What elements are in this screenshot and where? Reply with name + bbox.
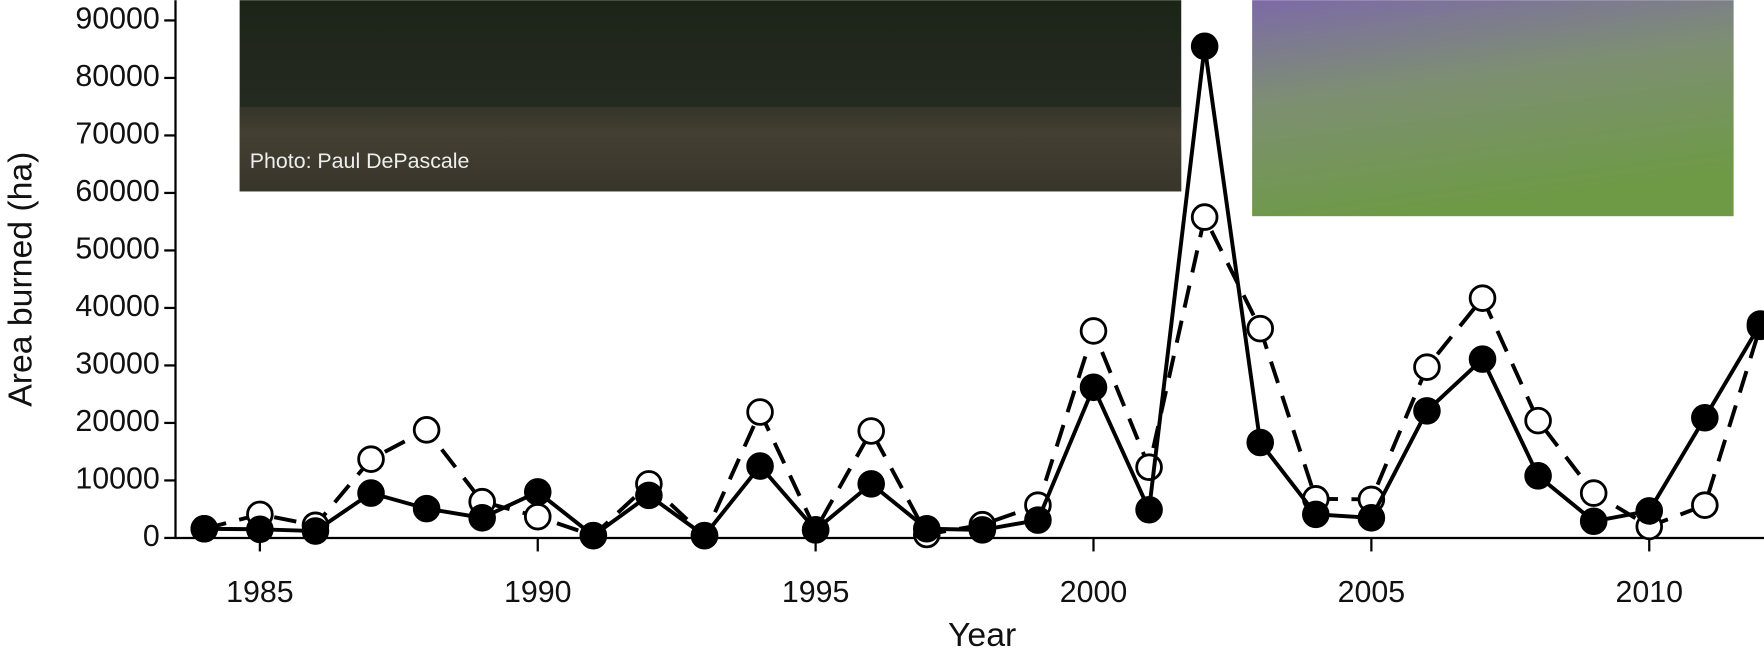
marker [1526, 463, 1551, 488]
marker [1137, 455, 1162, 480]
y-tick-label: 60000 [75, 175, 159, 208]
marker [1470, 286, 1495, 311]
marker [1192, 34, 1217, 59]
series-line [204, 217, 1760, 536]
marker [1748, 312, 1764, 337]
x-tick-label: 2010 [1615, 576, 1683, 609]
marker [1415, 398, 1440, 423]
marker [748, 454, 773, 479]
marker [1137, 497, 1162, 522]
y-tick-label: 80000 [75, 60, 159, 93]
marker [1692, 493, 1717, 518]
marker [414, 417, 439, 442]
marker [748, 400, 773, 425]
marker [1692, 405, 1717, 430]
page: Photo: Paul DePascale Area burned (ha) Y… [0, 0, 1764, 654]
x-tick-label: 2000 [1060, 576, 1128, 609]
marker [1581, 509, 1606, 534]
x-tick-label: 1985 [226, 576, 294, 609]
marker [248, 517, 273, 542]
x-tick-label: 2005 [1338, 576, 1406, 609]
marker [859, 419, 884, 444]
y-tick-label: 30000 [75, 347, 159, 380]
y-tick-label: 10000 [75, 462, 159, 495]
marker [359, 481, 384, 506]
y-tick-label: 90000 [75, 2, 159, 35]
marker [525, 480, 550, 505]
marker [1026, 508, 1051, 533]
marker [1359, 505, 1384, 530]
y-tick-label: 70000 [75, 117, 159, 150]
marker [192, 516, 217, 541]
marker [970, 518, 995, 543]
photo-credit: Photo: Paul DePascale [250, 149, 470, 173]
marker [581, 523, 606, 548]
x-tick-label: 1995 [782, 576, 850, 609]
marker [414, 496, 439, 521]
marker [1637, 499, 1662, 524]
marker [859, 472, 884, 497]
y-tick-label: 20000 [75, 405, 159, 438]
marker [1581, 481, 1606, 506]
marker [359, 447, 384, 472]
marker [1248, 430, 1273, 455]
marker [470, 505, 495, 530]
marker [1470, 347, 1495, 372]
marker [303, 519, 328, 544]
marker [1526, 408, 1551, 433]
marker [1081, 319, 1106, 344]
marker [1415, 355, 1440, 380]
y-tick-label: 0 [143, 520, 160, 553]
marker [637, 483, 662, 508]
y-tick-label: 40000 [75, 290, 159, 323]
marker [1081, 375, 1106, 400]
marker [1303, 502, 1328, 527]
marker [525, 504, 550, 529]
x-axis-label: Year [948, 616, 1016, 654]
y-axis-label: Area burned (ha) [1, 152, 39, 407]
marker [1248, 316, 1273, 341]
photo-lupine [1252, 0, 1734, 216]
marker [914, 516, 939, 541]
marker [1192, 205, 1217, 230]
marker [692, 523, 717, 548]
chart: Photo: Paul DePascale Area burned (ha) Y… [0, 0, 1764, 654]
y-tick-label: 50000 [75, 232, 159, 265]
marker [803, 518, 828, 543]
x-tick-label: 1990 [504, 576, 572, 609]
